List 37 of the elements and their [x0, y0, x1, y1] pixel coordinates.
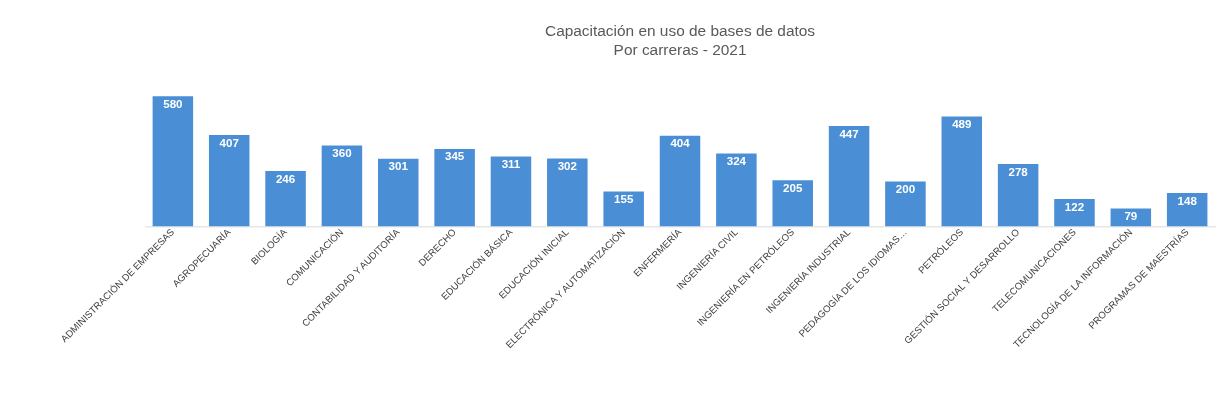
bar: [772, 180, 813, 227]
data-label: 155: [614, 193, 634, 206]
bar: [997, 163, 1039, 227]
chart-subtitle: Por carreras - 2021: [613, 40, 747, 58]
data-label: 205: [783, 181, 803, 194]
data-label: 345: [444, 150, 465, 163]
data-label: 246: [275, 172, 296, 185]
bar: [941, 116, 983, 227]
bar: [265, 171, 306, 227]
data-label: 360: [332, 147, 352, 160]
data-label: 404: [670, 137, 691, 150]
bar: [490, 156, 532, 227]
bar: [716, 153, 757, 227]
bar: [828, 126, 870, 227]
data-label: 122: [1064, 200, 1085, 213]
bar: [321, 145, 363, 227]
data-label: 580: [163, 97, 183, 110]
chart-title: Capacitación en uso de bases de datos: [544, 22, 816, 40]
data-label: 489: [952, 118, 972, 131]
bar: [378, 158, 419, 227]
bar: [434, 148, 475, 227]
bar: [208, 134, 250, 227]
data-label: 447: [839, 127, 859, 140]
bar: [152, 96, 194, 227]
bar: [659, 135, 701, 227]
data-label: 301: [388, 160, 409, 173]
data-label: 79: [1124, 210, 1138, 223]
bar: [603, 191, 644, 227]
data-label: 278: [1008, 165, 1029, 178]
bar: [547, 158, 588, 227]
data-label: 324: [726, 155, 747, 168]
data-label: 302: [557, 160, 577, 173]
data-label: 407: [219, 136, 239, 149]
data-label: 311: [501, 158, 521, 171]
data-label: 200: [895, 183, 916, 196]
data-label: 148: [1177, 194, 1198, 207]
bar: [885, 181, 926, 227]
